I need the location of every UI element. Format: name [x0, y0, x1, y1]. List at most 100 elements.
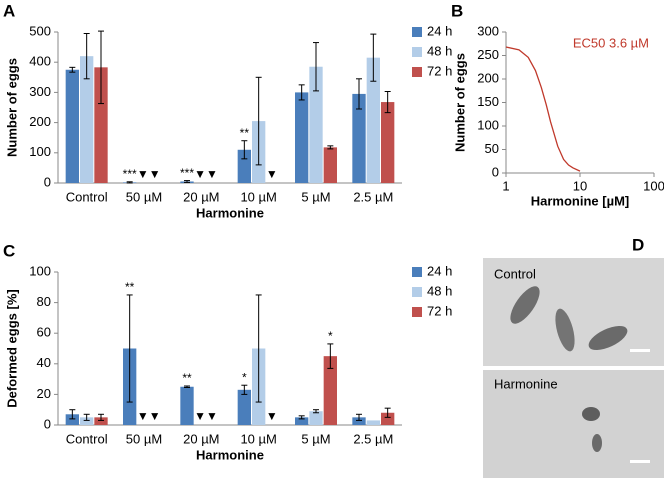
bar	[94, 67, 108, 183]
legend-swatch	[412, 67, 422, 77]
y-axis-label: Deformed eggs [%]	[4, 289, 19, 407]
legend-swatch	[412, 27, 422, 37]
y-tick-label: 400	[29, 54, 51, 69]
scale-bar	[630, 349, 650, 352]
image-caption: Harmonine	[494, 376, 558, 391]
bar	[80, 417, 94, 425]
bar	[381, 412, 395, 425]
bar	[366, 57, 380, 183]
legend-label: 24 h	[427, 263, 452, 278]
image-caption: Control	[494, 266, 536, 281]
bar	[309, 411, 323, 425]
egg	[588, 325, 628, 351]
legend-swatch	[412, 287, 422, 297]
y-tick-label: 100	[29, 144, 51, 159]
x-tick-label: 10 µM	[240, 189, 276, 204]
x-tick-label: 5 µM	[301, 431, 330, 446]
annotation: ***	[180, 166, 194, 180]
x-tick-label: 10	[573, 178, 587, 193]
y-tick-label: 500	[29, 23, 51, 38]
y-tick-label: 150	[477, 94, 499, 109]
image-panel: D Control Harmonine	[483, 235, 664, 478]
annotation: ▼	[266, 167, 278, 181]
bar	[309, 66, 323, 183]
bar	[323, 356, 337, 425]
panel-letter: B	[451, 1, 463, 20]
y-tick-label: 300	[477, 23, 499, 38]
legend-label: 48 h	[427, 283, 452, 298]
x-tick-label: 50 µM	[126, 431, 162, 446]
y-tick-label: 20	[37, 386, 51, 401]
egg	[555, 308, 575, 352]
y-tick-label: 100	[477, 117, 499, 132]
egg	[582, 407, 600, 421]
bar	[237, 149, 251, 183]
legend-label: 24 h	[427, 23, 452, 38]
x-tick-label: 100	[643, 178, 664, 193]
annotation: ▼▼	[137, 167, 161, 181]
annotation: ▼▼	[194, 167, 218, 181]
x-tick-label: Control	[66, 431, 108, 446]
legend-label: 72 h	[427, 303, 452, 318]
y-tick-label: 250	[477, 47, 499, 62]
panel-letter: C	[3, 241, 15, 260]
y-tick-label: 60	[37, 325, 51, 340]
y-tick-label: 200	[477, 70, 499, 85]
bar	[94, 417, 108, 425]
bar	[65, 69, 79, 183]
y-tick-label: 50	[485, 141, 499, 156]
legend-swatch	[412, 307, 422, 317]
scale-bar	[630, 460, 650, 463]
x-tick-label: 1	[502, 178, 509, 193]
y-tick-label: 0	[44, 416, 51, 431]
bar	[381, 102, 395, 183]
bar	[295, 417, 309, 425]
bar	[295, 92, 309, 183]
y-tick-label: 80	[37, 294, 51, 309]
legend-swatch	[412, 47, 422, 57]
bar	[237, 389, 251, 425]
y-axis-label: Number of eggs	[452, 53, 467, 152]
panel-letter: A	[3, 1, 15, 20]
y-tick-label: 300	[29, 84, 51, 99]
x-axis-label: Harmonine [µM]	[531, 193, 630, 208]
bar	[323, 147, 337, 183]
y-axis-label: Number of eggs	[4, 58, 19, 157]
x-tick-label: 10 µM	[240, 431, 276, 446]
x-tick-label: 20 µM	[183, 189, 219, 204]
x-tick-label: 2.5 µM	[353, 189, 393, 204]
annotation: ▼	[266, 409, 278, 423]
annotation: ▼▼	[194, 409, 218, 423]
annotation: *	[242, 370, 247, 384]
y-tick-label: 40	[37, 355, 51, 370]
y-tick-label: 0	[492, 164, 499, 179]
egg	[592, 434, 602, 452]
bar	[352, 417, 366, 425]
annotation: **	[240, 126, 250, 140]
x-tick-label: 20 µM	[183, 431, 219, 446]
bar	[65, 414, 79, 425]
x-tick-label: 50 µM	[126, 189, 162, 204]
legend-label: 48 h	[427, 43, 452, 58]
x-tick-label: 2.5 µM	[353, 431, 393, 446]
x-tick-label: Control	[66, 189, 108, 204]
panel-letter: D	[632, 235, 644, 254]
bar	[180, 386, 194, 425]
x-axis-label: Harmonine	[196, 205, 264, 220]
bar	[352, 93, 366, 183]
annotation: EC50 3.6 µM	[573, 35, 649, 50]
annotation: ***	[123, 167, 137, 181]
legend-label: 72 h	[427, 63, 452, 78]
curve	[505, 46, 581, 172]
annotation: **	[182, 371, 192, 385]
x-axis-label: Harmonine	[196, 447, 264, 462]
annotation: **	[125, 280, 135, 294]
y-tick-label: 100	[29, 263, 51, 278]
x-tick-label: 5 µM	[301, 189, 330, 204]
y-tick-label: 0	[44, 174, 51, 189]
bar	[366, 420, 380, 425]
annotation: ▼▼	[137, 409, 161, 423]
annotation: *	[328, 329, 333, 343]
